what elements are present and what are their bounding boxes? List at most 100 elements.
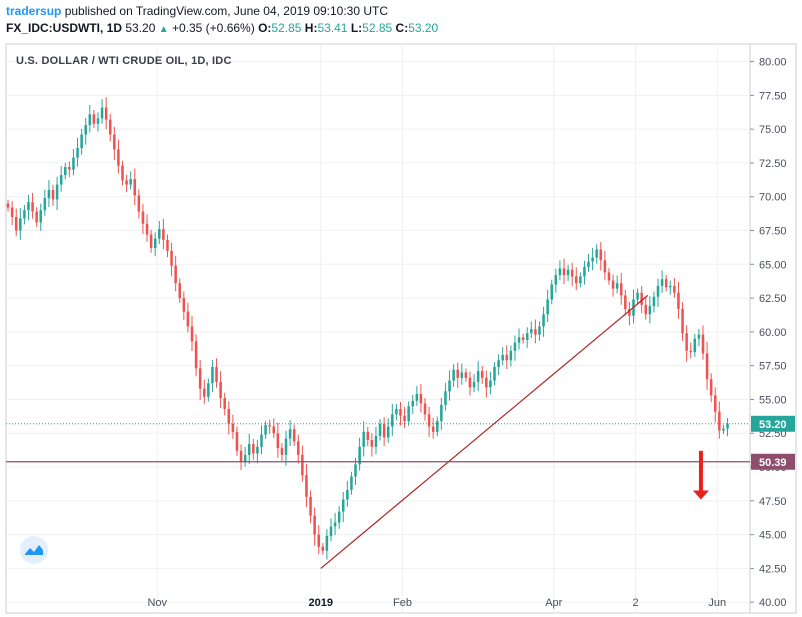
candle-body (705, 353, 709, 380)
candle-body (640, 292, 643, 305)
candle-body (370, 440, 374, 447)
candle-body (243, 454, 247, 462)
candle-body (256, 446, 259, 454)
close-value: 53.20 (408, 21, 439, 35)
candle-body (84, 125, 87, 135)
candle-body (595, 249, 598, 258)
candle-body (386, 426, 390, 438)
candle-body (722, 428, 725, 431)
candle-body (664, 279, 668, 288)
candle-body (337, 511, 341, 523)
candle-body (235, 431, 239, 451)
candle-body (354, 464, 357, 477)
candle-body (170, 250, 173, 266)
candle-body (288, 429, 292, 439)
candle-body (534, 329, 537, 335)
candle-body (264, 425, 267, 435)
candle-body (644, 304, 648, 315)
candle-body (378, 423, 382, 436)
candle-body (464, 372, 468, 378)
x-tick-label: 2 (632, 597, 638, 609)
close-label: C: (395, 21, 409, 35)
candle-body (493, 367, 496, 381)
candle-body (268, 425, 271, 427)
candle-body (350, 476, 353, 491)
tradingview-logo-icon[interactable] (20, 536, 48, 564)
candle-body (440, 404, 443, 422)
candle-body (660, 279, 664, 286)
plot-frame (5, 43, 751, 614)
candle-body (272, 426, 276, 434)
y-tick-label: 55.00 (759, 394, 787, 406)
candle-body (358, 446, 361, 465)
candle-body (55, 184, 59, 200)
candle-body (611, 280, 615, 289)
candle-body (480, 371, 484, 378)
candle-body (166, 239, 169, 251)
candle-body (301, 454, 304, 476)
candle-body (509, 350, 513, 361)
price-chart[interactable]: U.S. DOLLAR / WTI CRUDE OIL, 1D, IDC 80.… (0, 40, 802, 617)
candle-body (113, 134, 116, 150)
candle-body (497, 360, 500, 368)
candle-body (628, 308, 631, 316)
candle-body (669, 285, 672, 288)
candle-body (427, 414, 431, 427)
y-tick-label: 47.50 (759, 496, 787, 508)
candle-body (460, 372, 464, 378)
candle-body (133, 179, 137, 196)
candle-body (104, 107, 108, 120)
y-tick-label: 77.50 (759, 90, 787, 102)
candle-body (591, 257, 594, 262)
candle-body (182, 298, 186, 312)
candle-body (153, 238, 157, 249)
price-change: +0.35 (+0.66%) (171, 21, 255, 35)
candle-body (718, 411, 721, 431)
candle-body (452, 369, 455, 381)
level-price-tag-label: 50.39 (759, 457, 787, 469)
candle-body (309, 496, 312, 516)
candle-body (624, 295, 627, 309)
candle-body (68, 166, 71, 170)
symbol-label[interactable]: FX_IDC:USDWTI, 1D (6, 21, 123, 35)
last-price-tag (751, 415, 795, 432)
candle-body (701, 334, 705, 354)
candle-body (403, 415, 406, 422)
candle-body (587, 261, 590, 268)
open-value: 52.85 (271, 21, 302, 35)
candle-body (603, 260, 607, 273)
candle-body (423, 403, 427, 415)
price-axis[interactable] (749, 43, 797, 614)
candle-body (117, 149, 120, 166)
candle-body (570, 269, 574, 277)
y-tick-label: 60.00 (759, 327, 787, 339)
candle-body (579, 276, 582, 284)
candle-body (615, 283, 619, 289)
candles (6, 97, 729, 560)
candle-body (366, 431, 370, 441)
candle-body (374, 435, 378, 447)
candle-body (648, 306, 652, 315)
x-tick-label: Jun (708, 597, 726, 609)
chart-title: U.S. DOLLAR / WTI CRUDE OIL, 1D, IDC (16, 55, 232, 67)
candle-body (313, 515, 316, 535)
candle-body (100, 107, 104, 119)
author-link[interactable]: tradersup (6, 4, 62, 18)
candle-body (92, 114, 96, 124)
candle-body (190, 326, 194, 342)
candle-body (211, 367, 214, 384)
candle-body (76, 148, 79, 158)
y-tick-label: 75.00 (759, 124, 787, 136)
candle-body (64, 166, 67, 176)
candle-body (599, 249, 603, 261)
candle-body (19, 218, 22, 231)
candle-body (14, 216, 18, 231)
y-tick-label: 65.00 (759, 259, 787, 271)
candle-body (108, 119, 112, 135)
last-price-tag-label: 53.20 (759, 419, 787, 431)
candle-body (215, 367, 218, 382)
y-tick-label: 80.00 (759, 57, 787, 69)
candle-body (399, 408, 402, 416)
x-axis-ticks: Nov 2019 Feb Apr 2 Jun (147, 597, 726, 609)
x-tick-label: Nov (147, 597, 167, 609)
